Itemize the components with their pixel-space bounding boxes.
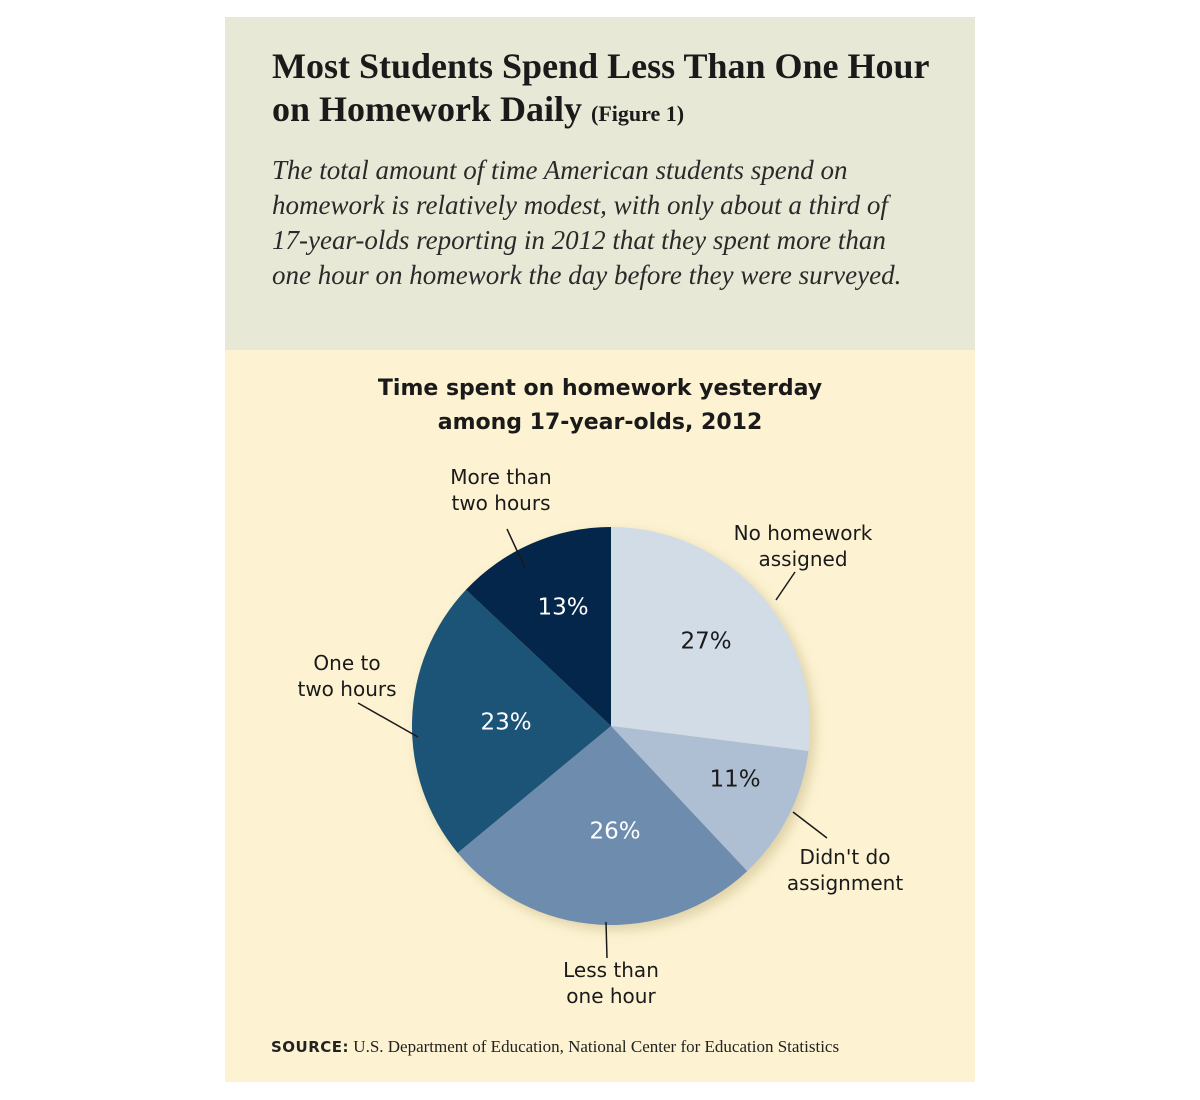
source-label: SOURCE: bbox=[271, 1038, 350, 1056]
slice-value-label: 27% bbox=[680, 629, 731, 655]
source-note: SOURCE: U.S. Department of Education, Na… bbox=[271, 1037, 839, 1057]
slice-category-label: Less than one hour bbox=[563, 957, 659, 1009]
chart-title-line2: among 17-year-olds, 2012 bbox=[437, 410, 763, 435]
slice-category-label-line: two hours bbox=[297, 677, 397, 701]
slice-category-label-line: Didn't do bbox=[799, 845, 891, 869]
leader-line bbox=[792, 811, 828, 839]
slice-category-label: No homework assigned bbox=[734, 520, 873, 572]
slice-category-label: More than two hours bbox=[450, 464, 551, 516]
slice-category-label-line: two hours bbox=[451, 491, 551, 515]
pie-chart: 27% 11% 26% 23% 13% bbox=[357, 527, 828, 959]
slice-category-label-line: More than bbox=[450, 465, 552, 489]
slice-category-label-line: Less than bbox=[563, 958, 659, 982]
leader-line bbox=[775, 571, 796, 601]
slice-category-label: One to two hours bbox=[297, 650, 396, 702]
pie-slice bbox=[457, 726, 748, 925]
figure-title: Most Students Spend Less Than One Hour o… bbox=[272, 45, 935, 135]
chart-title-line1: Time spent on homework yesterday bbox=[377, 376, 823, 401]
slice-value-label: 13% bbox=[537, 595, 588, 621]
figure-header: Most Students Spend Less Than One Hour o… bbox=[225, 17, 975, 350]
leader-line bbox=[506, 528, 526, 569]
title-text: Most Students Spend Less Than One Hour o… bbox=[272, 46, 929, 129]
figure-ref: (Figure 1) bbox=[591, 101, 685, 126]
figure-panel: Most Students Spend Less Than One Hour o… bbox=[225, 17, 975, 1082]
slice-category-label: Didn't do assignment bbox=[787, 844, 903, 896]
slice-value-label: 23% bbox=[480, 710, 531, 736]
slice-category-label-line: assigned bbox=[758, 547, 848, 571]
slice-category-label-line: one hour bbox=[566, 984, 656, 1008]
source-text: U.S. Department of Education, National C… bbox=[353, 1037, 840, 1056]
slice-value-label: 11% bbox=[709, 767, 760, 793]
pie-slice bbox=[412, 589, 611, 853]
slice-category-label-line: No homework bbox=[733, 521, 873, 545]
pie-slice bbox=[611, 527, 810, 751]
leader-line bbox=[357, 702, 419, 738]
chart-title: Time spent on homework yesterday among 1… bbox=[225, 372, 975, 440]
pie-slice bbox=[611, 726, 809, 872]
figure-subtitle: The total amount of time American studen… bbox=[272, 155, 902, 290]
slice-value-label: 26% bbox=[589, 819, 640, 845]
slice-category-label-line: One to bbox=[313, 651, 381, 675]
pie-slice bbox=[465, 527, 611, 726]
slice-category-label-line: assignment bbox=[786, 871, 904, 895]
leader-line bbox=[605, 921, 608, 959]
